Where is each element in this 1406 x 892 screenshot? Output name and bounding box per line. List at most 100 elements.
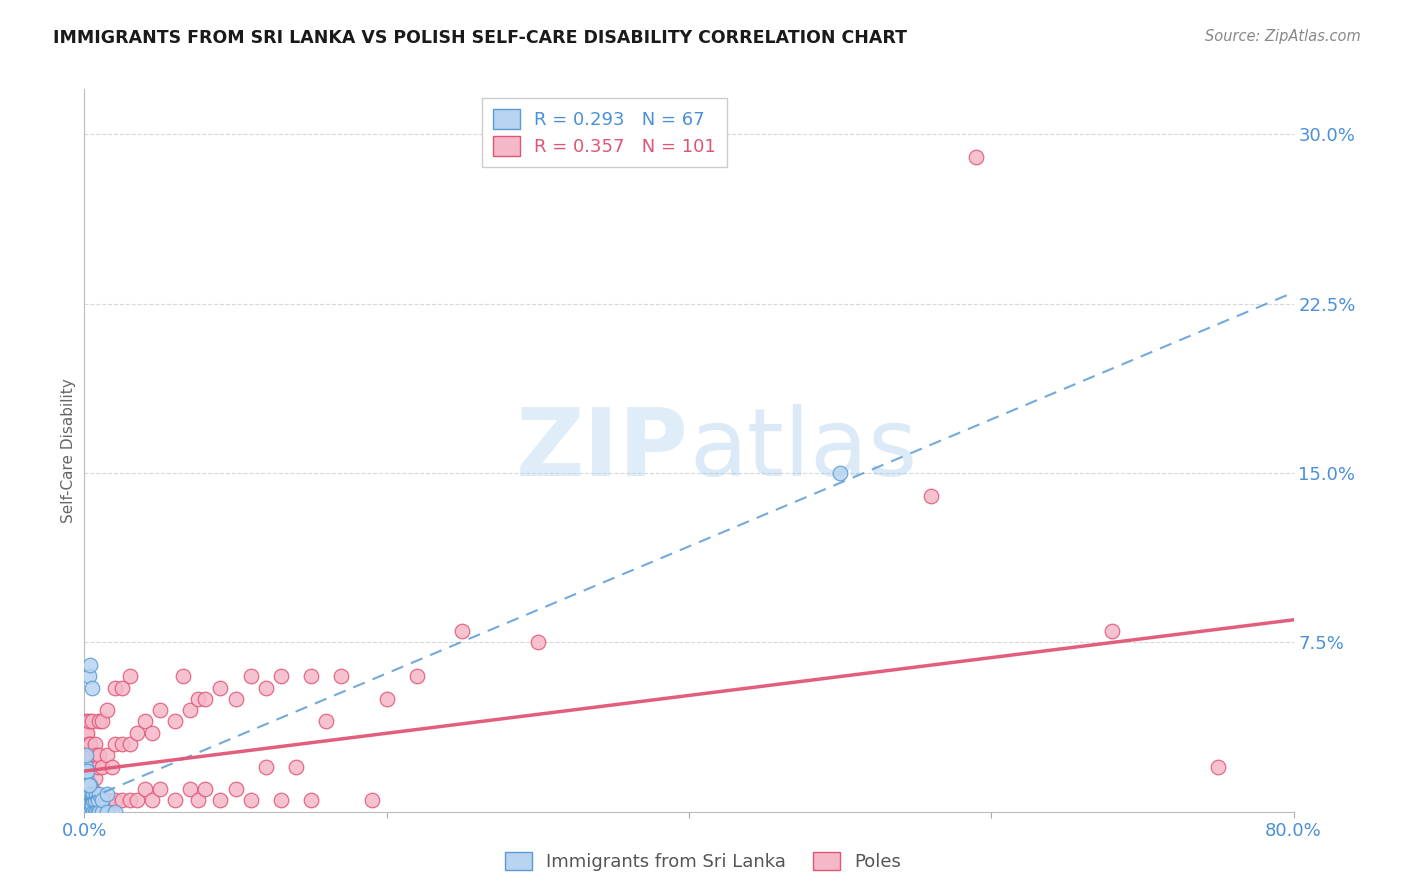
- Point: [75, 748, 97, 763]
- Point: [225, 782, 247, 797]
- Point: [77, 793, 100, 807]
- Point: [270, 669, 292, 683]
- Text: Source: ZipAtlas.com: Source: ZipAtlas.com: [1205, 29, 1361, 45]
- Point: [239, 793, 262, 807]
- Point: [104, 793, 127, 807]
- Point: [82, 793, 104, 807]
- Point: [79, 805, 101, 819]
- Point: [80, 797, 103, 812]
- Point: [77, 669, 100, 683]
- Point: [76, 778, 98, 792]
- Point: [134, 714, 156, 729]
- Point: [104, 737, 127, 751]
- Point: [75, 805, 97, 819]
- Point: [75, 778, 97, 792]
- Legend: Immigrants from Sri Lanka, Poles: Immigrants from Sri Lanka, Poles: [498, 845, 908, 879]
- Point: [73, 800, 96, 814]
- Point: [75, 764, 97, 778]
- Point: [165, 714, 187, 729]
- Point: [79, 759, 101, 773]
- Point: [406, 669, 429, 683]
- Point: [134, 782, 156, 797]
- Point: [75, 793, 97, 807]
- Legend: R = 0.293   N = 67, R = 0.357   N = 101: R = 0.293 N = 67, R = 0.357 N = 101: [482, 98, 727, 167]
- Point: [254, 681, 277, 695]
- Point: [91, 714, 114, 729]
- Point: [91, 805, 114, 819]
- Point: [194, 691, 217, 706]
- Point: [77, 737, 100, 751]
- Point: [96, 748, 118, 763]
- Point: [79, 657, 101, 672]
- Point: [80, 805, 103, 819]
- Point: [84, 805, 107, 819]
- Point: [76, 771, 98, 785]
- Point: [75, 793, 97, 807]
- Point: [254, 759, 277, 773]
- Point: [360, 793, 382, 807]
- Point: [77, 759, 100, 773]
- Point: [104, 805, 127, 819]
- Point: [84, 771, 107, 785]
- Point: [80, 748, 103, 763]
- Point: [76, 748, 98, 763]
- Point: [96, 805, 118, 819]
- Point: [91, 805, 114, 819]
- Point: [285, 759, 308, 773]
- Point: [84, 793, 107, 807]
- Point: [299, 793, 322, 807]
- Point: [100, 805, 122, 819]
- Text: ZIP: ZIP: [516, 404, 689, 497]
- Point: [80, 714, 103, 729]
- Point: [73, 805, 96, 819]
- Point: [77, 793, 100, 807]
- Point: [75, 714, 97, 729]
- Point: [76, 782, 98, 797]
- Point: [299, 669, 322, 683]
- Point: [77, 805, 100, 819]
- Point: [91, 793, 114, 807]
- Point: [165, 793, 187, 807]
- Point: [77, 797, 100, 812]
- Point: [76, 759, 98, 773]
- Point: [76, 764, 98, 778]
- Point: [80, 793, 103, 807]
- Point: [96, 787, 118, 801]
- Point: [187, 691, 209, 706]
- Point: [270, 793, 292, 807]
- Point: [111, 793, 134, 807]
- Point: [89, 748, 111, 763]
- Point: [75, 759, 97, 773]
- Point: [111, 681, 134, 695]
- Point: [82, 759, 104, 773]
- Point: [76, 797, 98, 812]
- Point: [179, 703, 201, 717]
- Point: [75, 805, 97, 819]
- Point: [149, 703, 172, 717]
- Point: [79, 778, 101, 792]
- Point: [73, 793, 96, 807]
- Point: [87, 805, 110, 819]
- Point: [141, 793, 163, 807]
- Point: [73, 805, 96, 819]
- Point: [89, 793, 111, 807]
- Point: [75, 789, 97, 803]
- Point: [87, 759, 110, 773]
- Point: [86, 748, 108, 763]
- Point: [75, 797, 97, 812]
- Point: [76, 805, 98, 819]
- Point: [80, 787, 103, 801]
- Point: [965, 150, 987, 164]
- Point: [73, 796, 96, 810]
- Point: [830, 466, 852, 480]
- Point: [194, 782, 217, 797]
- Point: [127, 725, 149, 739]
- Point: [82, 805, 104, 819]
- Text: atlas: atlas: [689, 404, 917, 497]
- Point: [451, 624, 474, 639]
- Point: [91, 759, 114, 773]
- Point: [187, 793, 209, 807]
- Point: [75, 748, 97, 763]
- Point: [209, 793, 232, 807]
- Point: [111, 737, 134, 751]
